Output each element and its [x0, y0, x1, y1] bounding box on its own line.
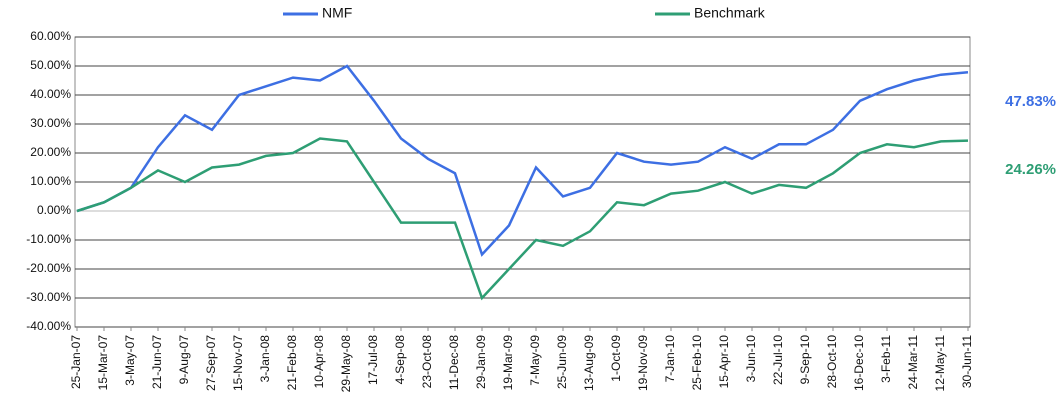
- x-tick-label: 10-Apr-08: [312, 335, 326, 389]
- x-tick-label: 19-Nov-09: [636, 335, 650, 391]
- x-tick-label: 3-Feb-11: [879, 335, 893, 383]
- x-tick-label: 27-Sep-07: [204, 335, 218, 391]
- x-tick-label: 12-May-11: [933, 335, 947, 392]
- x-tick-label: 28-Oct-10: [825, 335, 839, 389]
- legend-label: NMF: [322, 5, 352, 21]
- x-tick-label: 16-Dec-10: [852, 335, 866, 391]
- y-tick-label: 0.00%: [37, 203, 71, 217]
- y-tick-label: -10.00%: [26, 232, 71, 246]
- x-tick-label: 25-Jan-07: [69, 335, 83, 389]
- x-tick-label: 29-May-08: [339, 335, 353, 393]
- x-tick-label: 9-Aug-07: [177, 335, 191, 385]
- x-tick-label: 25-Jun-09: [555, 335, 569, 389]
- y-tick-label: 30.00%: [30, 116, 71, 130]
- x-tick-label: 25-Feb-10: [690, 335, 704, 391]
- end-label: 47.83%: [1005, 93, 1056, 110]
- x-tick-label: 21-Feb-08: [285, 335, 299, 391]
- x-tick-label: 4-Sep-08: [393, 335, 407, 385]
- y-tick-label: 40.00%: [30, 87, 71, 101]
- x-tick-label: 1-Oct-09: [609, 335, 623, 382]
- y-tick-label: 10.00%: [30, 174, 71, 188]
- y-tick-label: 20.00%: [30, 145, 71, 159]
- x-tick-label: 15-Nov-07: [231, 335, 245, 391]
- y-tick-label: -20.00%: [26, 261, 71, 275]
- x-tick-label: 3-Jun-10: [744, 335, 758, 383]
- y-tick-label: 60.00%: [30, 29, 71, 43]
- legend-label: Benchmark: [694, 5, 766, 21]
- x-tick-label: 22-Jul-10: [771, 335, 785, 385]
- x-tick-label: 29-Jan-09: [474, 335, 488, 389]
- x-tick-label: 19-Mar-09: [501, 335, 515, 391]
- end-label: 24.26%: [1005, 161, 1056, 178]
- series-line: [76, 137, 969, 301]
- x-tick-label: 24-Mar-11: [906, 335, 920, 390]
- y-tick-label: -40.00%: [26, 319, 71, 333]
- x-tick-label: 15-Mar-07: [96, 335, 110, 391]
- x-tick-label: 30-Jun-11: [960, 335, 974, 388]
- x-tick-label: 17-Jul-08: [366, 335, 380, 385]
- x-tick-label: 9-Sep-10: [798, 335, 812, 385]
- y-tick-label: -30.00%: [26, 290, 71, 304]
- x-tick-label: 15-Apr-10: [717, 335, 731, 389]
- x-tick-label: 3-May-07: [123, 335, 137, 386]
- x-tick-label: 21-Jun-07: [150, 335, 164, 389]
- series-line: [76, 64, 969, 257]
- x-tick-label: 7-Jan-10: [663, 335, 677, 383]
- y-tick-label: 50.00%: [30, 58, 71, 72]
- x-tick-label: 7-May-09: [528, 335, 542, 386]
- x-tick-label: 23-Oct-08: [420, 335, 434, 389]
- x-tick-label: 11-Dec-08: [447, 335, 461, 390]
- x-tick-label: 13-Aug-09: [582, 335, 596, 391]
- x-tick-label: 3-Jan-08: [258, 335, 272, 383]
